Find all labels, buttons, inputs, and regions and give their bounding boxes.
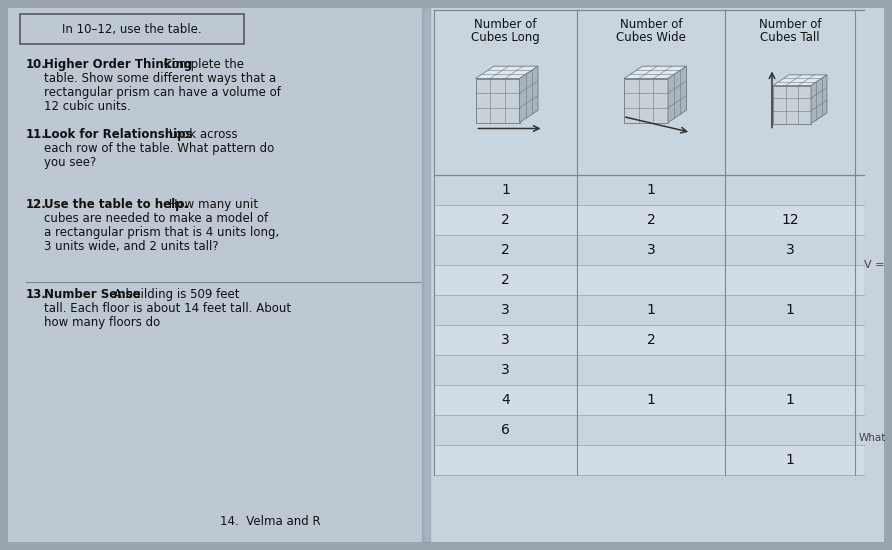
Text: 1: 1 [647,183,656,197]
Bar [434,175,864,205]
Text: V =: V = [863,260,884,270]
Text: Cubes Tall: Cubes Tall [760,31,820,44]
Text: rectangular prism can have a volume of: rectangular prism can have a volume of [44,86,281,99]
Bar [434,235,864,265]
Bar [434,385,864,415]
Polygon shape [624,66,687,79]
Text: table. Show some different ways that a: table. Show some different ways that a [44,72,277,85]
Text: Number Sense: Number Sense [44,288,141,301]
Text: 2: 2 [647,213,656,227]
Text: 14.  Velma and R: 14. Velma and R [220,515,320,528]
Text: Use the table to help.: Use the table to help. [44,198,188,211]
Bar [434,355,864,385]
Bar [426,8,884,542]
Text: Look across: Look across [165,128,237,141]
Polygon shape [475,79,519,123]
Text: Higher Order Thinking: Higher Order Thinking [44,58,193,71]
Text: you see?: you see? [44,156,96,169]
Text: tall. Each floor is about 14 feet tall. About: tall. Each floor is about 14 feet tall. … [44,302,291,315]
Polygon shape [475,66,538,79]
Text: each row of the table. What pattern do: each row of the table. What pattern do [44,142,274,155]
Text: 2: 2 [647,333,656,347]
FancyBboxPatch shape [20,14,244,44]
Text: 2: 2 [501,243,510,257]
Text: 1: 1 [647,393,656,407]
Text: 3: 3 [786,243,795,257]
Text: 1: 1 [501,183,510,197]
Text: 13.: 13. [26,288,47,301]
Bar [8,8,426,542]
Text: Number of: Number of [475,18,537,31]
Text: Cubes Long: Cubes Long [471,31,540,44]
Text: 3 units wide, and 2 units tall?: 3 units wide, and 2 units tall? [44,240,219,253]
Text: 12: 12 [781,213,799,227]
Text: Look for Relationships: Look for Relationships [44,128,193,141]
Bar [434,265,864,295]
Text: How many unit: How many unit [165,198,258,211]
Polygon shape [519,66,538,123]
Text: 2: 2 [501,213,510,227]
Text: 2: 2 [501,273,510,287]
Bar [434,325,864,355]
Bar [434,295,864,325]
Bar [434,10,864,175]
Text: 1: 1 [786,453,795,467]
Text: What: What [859,433,886,443]
Text: 11.: 11. [26,128,47,141]
Text: 12.: 12. [26,198,47,211]
Text: how many floors do: how many floors do [44,316,161,329]
Text: Cubes Wide: Cubes Wide [616,31,686,44]
Text: A building is 509 feet: A building is 509 feet [110,288,239,301]
Text: 1: 1 [786,393,795,407]
Text: Complete the: Complete the [160,58,244,71]
Text: 3: 3 [647,243,656,257]
Text: 3: 3 [501,303,510,317]
Text: Number of: Number of [759,18,822,31]
Bar [434,445,864,475]
Text: 4: 4 [501,393,510,407]
Bar [434,205,864,235]
Text: In 10–12, use the table.: In 10–12, use the table. [62,23,202,36]
Polygon shape [811,75,827,124]
Polygon shape [773,85,811,124]
Polygon shape [773,75,827,85]
Text: 3: 3 [501,363,510,377]
Text: 3: 3 [501,333,510,347]
Text: 1: 1 [647,303,656,317]
Text: 6: 6 [501,423,510,437]
Text: 1: 1 [786,303,795,317]
Text: cubes are needed to make a model of: cubes are needed to make a model of [44,212,268,225]
Text: a rectangular prism that is 4 units long,: a rectangular prism that is 4 units long… [44,226,279,239]
Polygon shape [668,66,687,123]
Text: 10.: 10. [26,58,47,71]
Text: 12 cubic units.: 12 cubic units. [44,100,130,113]
Bar [434,415,864,445]
Polygon shape [624,79,668,123]
Text: Number of: Number of [620,18,682,31]
